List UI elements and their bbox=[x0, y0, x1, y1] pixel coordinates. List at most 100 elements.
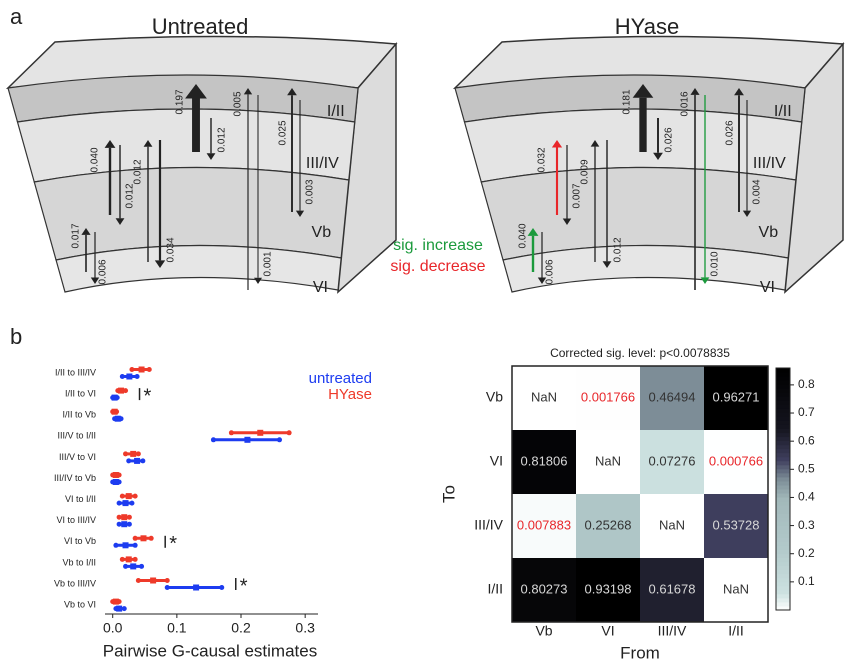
mean-marker bbox=[122, 542, 129, 549]
arrow-head bbox=[143, 140, 153, 147]
colorbar-step bbox=[776, 561, 790, 567]
cell-label: 0.93198 bbox=[585, 581, 632, 596]
arrow-head bbox=[253, 277, 263, 284]
x-tick-label: Vb bbox=[535, 623, 552, 639]
colorbar-label: 0.5 bbox=[798, 461, 815, 475]
mean-marker bbox=[134, 457, 141, 464]
heatmap-cell bbox=[704, 430, 768, 494]
mean-marker bbox=[111, 408, 118, 415]
colorbar-step bbox=[776, 424, 790, 429]
cell-label: NaN bbox=[659, 517, 685, 532]
range-end bbox=[132, 556, 138, 562]
arrow-head bbox=[551, 140, 563, 148]
colorbar-step bbox=[776, 444, 790, 450]
colorbar-step bbox=[776, 432, 790, 438]
colorbar-label: 0.1 bbox=[798, 574, 815, 588]
y-tick-label: III/V to I/II bbox=[57, 431, 96, 441]
colorbar-step bbox=[776, 521, 790, 526]
layer-label: VI bbox=[760, 279, 775, 296]
range-end bbox=[123, 451, 129, 457]
mean-marker bbox=[193, 584, 200, 591]
colorbar-label: 0.2 bbox=[798, 546, 815, 560]
range-end bbox=[228, 430, 234, 436]
arrow-head bbox=[690, 88, 700, 95]
arrow-label: 0.012 bbox=[217, 127, 228, 152]
layer-label: I/II bbox=[774, 103, 792, 120]
colorbar-step bbox=[776, 372, 790, 377]
arrow-label: 0.016 bbox=[680, 91, 691, 116]
colorbar-step bbox=[776, 577, 790, 583]
colorbar-step bbox=[776, 472, 790, 478]
range-end bbox=[140, 458, 146, 464]
cell-label: 0.46494 bbox=[649, 389, 696, 404]
sig-star: * bbox=[144, 385, 152, 407]
mean-marker bbox=[118, 387, 125, 394]
cell-label: 0.80273 bbox=[521, 581, 568, 596]
colorbar-step bbox=[776, 541, 790, 546]
arrow-head bbox=[632, 84, 654, 98]
y-tick-label: Vb to VI bbox=[64, 599, 96, 609]
colorbar-step bbox=[776, 601, 790, 607]
layer bbox=[502, 244, 789, 293]
cell-label: 0.007883 bbox=[517, 517, 571, 532]
range-end bbox=[123, 563, 129, 569]
range-end bbox=[113, 542, 119, 548]
heatmap-cell bbox=[576, 366, 640, 430]
arrow-label: 0.040 bbox=[518, 223, 529, 248]
colorbar-step bbox=[776, 525, 790, 530]
legend-label: sig. decrease bbox=[390, 258, 485, 275]
colorbar-step bbox=[776, 545, 790, 550]
range-end bbox=[129, 500, 135, 506]
colorbar-step bbox=[776, 468, 790, 474]
panel-label: a bbox=[10, 4, 23, 29]
range-end bbox=[132, 493, 138, 499]
sig-star: * bbox=[240, 575, 248, 597]
arrow-label: 0.003 bbox=[305, 179, 316, 204]
x-tick-label: 0.2 bbox=[231, 620, 251, 636]
range-end bbox=[121, 606, 127, 612]
arrow-label: 0.001 bbox=[263, 251, 274, 276]
y-tick-label: I/II to III/IV bbox=[55, 367, 96, 377]
colorbar-step bbox=[776, 501, 790, 506]
mean-marker bbox=[138, 366, 145, 373]
arrow-head bbox=[562, 218, 572, 225]
colorbar-step bbox=[776, 392, 790, 397]
colorbar-step bbox=[776, 605, 790, 611]
arrow-label: 0.005 bbox=[233, 91, 244, 116]
mean-marker bbox=[121, 521, 128, 528]
mean-marker bbox=[125, 493, 132, 500]
mean-marker bbox=[122, 500, 129, 507]
colorbar-step bbox=[776, 456, 790, 462]
colorbar-step bbox=[776, 436, 790, 442]
colorbar-step bbox=[776, 464, 790, 470]
colorbar-step bbox=[776, 460, 790, 466]
colorbar-label: 0.8 bbox=[798, 377, 815, 391]
y-tick-label: I/II to Vb bbox=[62, 410, 96, 420]
heatmap-cell bbox=[640, 558, 704, 622]
arrow-head bbox=[115, 218, 125, 225]
arrow-label: 0.040 bbox=[90, 147, 101, 172]
range-end bbox=[116, 514, 122, 520]
arrow-label: 0.032 bbox=[537, 147, 548, 172]
range-end bbox=[116, 500, 122, 506]
colorbar-step bbox=[776, 497, 790, 502]
range-end bbox=[119, 556, 125, 562]
heatmap-cell bbox=[640, 366, 704, 430]
range-end bbox=[126, 514, 132, 520]
legend-label: sig. increase bbox=[393, 237, 483, 254]
range-end bbox=[146, 367, 152, 372]
arrow-label: 0.017 bbox=[71, 223, 82, 248]
x-axis-label: From bbox=[620, 643, 660, 662]
colorbar-label: 0.4 bbox=[798, 490, 815, 504]
heatmap-cell bbox=[704, 558, 768, 622]
arrow-label: 0.012 bbox=[613, 237, 624, 262]
arrow-head bbox=[527, 228, 539, 236]
mean-marker bbox=[121, 514, 128, 521]
x-tick-label: 0.1 bbox=[167, 620, 187, 636]
heatmap-cell bbox=[704, 366, 768, 430]
heatmap-cell bbox=[640, 430, 704, 494]
range-end bbox=[164, 578, 170, 583]
arrow-head bbox=[653, 152, 663, 160]
colorbar-step bbox=[776, 597, 790, 603]
